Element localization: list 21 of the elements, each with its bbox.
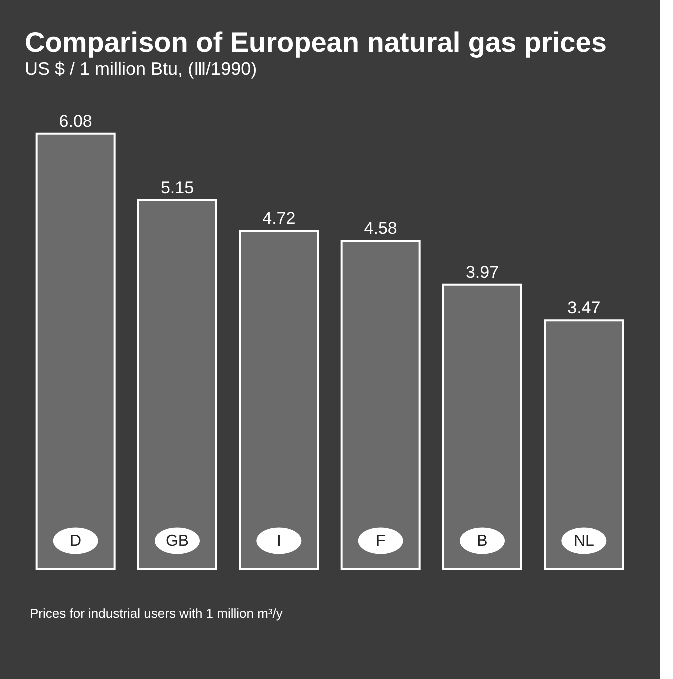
chart-subtitle: US $ / 1 million Btu, (Ⅲ/1990) [25, 59, 258, 79]
data-label: 5.15 [160, 178, 194, 198]
data-label: 4.58 [364, 219, 398, 238]
x-tick-label: D [70, 533, 82, 550]
bar [36, 132, 116, 570]
x-tick-label: NL [574, 533, 594, 550]
x-tick-label: F [376, 533, 386, 550]
data-label: 6.08 [59, 112, 92, 131]
bar [442, 284, 522, 570]
x-tick-label: I [276, 533, 282, 550]
data-label: 3.97 [466, 262, 500, 282]
x-tick-label: GB [166, 533, 190, 550]
data-label: 3.47 [568, 298, 601, 318]
bar [138, 199, 218, 570]
bar [544, 320, 624, 570]
chart-title: Comparison of European natural gas prices [25, 27, 607, 58]
bar [340, 240, 421, 570]
text: Prices for industrial users with 1 million m³/y [30, 606, 284, 621]
data-label: 4.72 [262, 209, 296, 228]
x-tick-label: B [477, 533, 488, 550]
bar [239, 230, 320, 570]
